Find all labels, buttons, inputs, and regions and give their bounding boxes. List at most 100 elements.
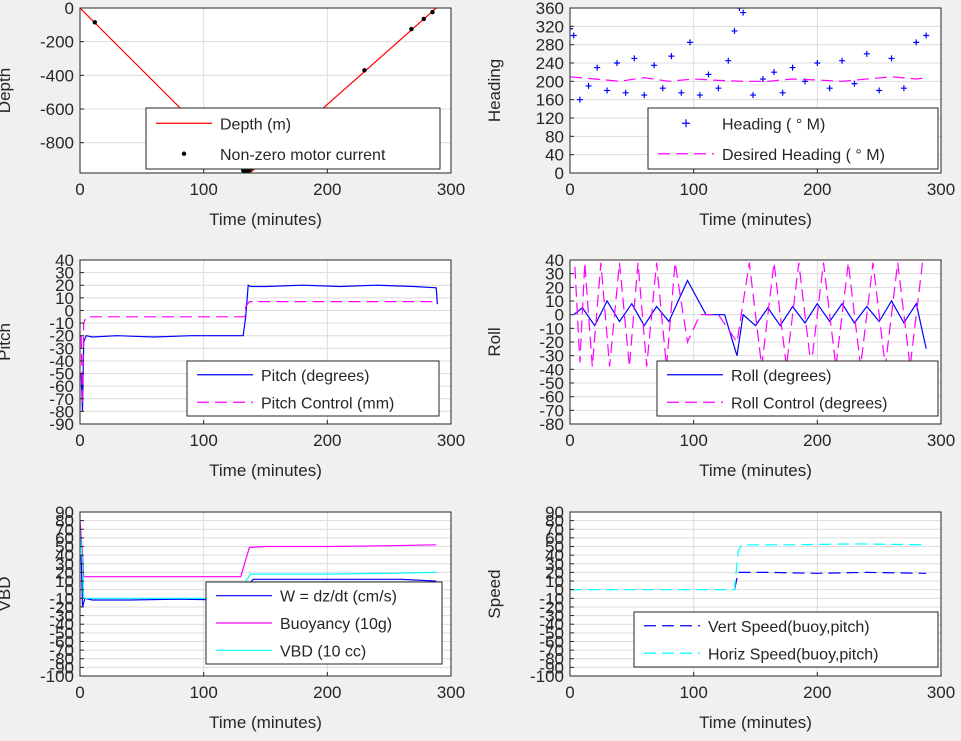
y-tick-label: -60	[49, 632, 74, 651]
data-point	[686, 39, 693, 46]
x-tick-label: 0	[75, 431, 84, 450]
data-point	[668, 53, 675, 60]
data-point	[771, 69, 778, 76]
legend-label: Desired Heading ( ° M)	[722, 147, 885, 164]
y-tick-label: 50	[545, 538, 564, 557]
data-point	[779, 89, 786, 96]
data-point	[641, 92, 648, 99]
data-point	[789, 64, 796, 71]
y-tick-label: -400	[40, 66, 74, 85]
y-tick-label: -90	[49, 658, 74, 677]
x-tick-label: 300	[927, 431, 955, 450]
x-tick-label: 0	[75, 683, 84, 702]
y-tick-label: -800	[40, 134, 74, 153]
y-tick-label: 10	[545, 292, 564, 311]
legend-label: VBD (10 cc)	[280, 643, 366, 660]
legend: Pitch (degrees) Pitch Control (mm)	[186, 360, 440, 417]
x-tick-label: 200	[313, 431, 341, 450]
y-tick-label: -20	[49, 327, 74, 346]
data-point	[814, 60, 821, 66]
data-point	[613, 60, 620, 66]
legend-label: Depth (m)	[220, 116, 291, 133]
legend: Vert Speed(buoy,pitch) Horiz Speed(buoy,p…	[633, 611, 939, 668]
data-point	[92, 20, 98, 25]
y-tick-label: -70	[49, 641, 74, 660]
legend-label: Pitch (degrees)	[261, 368, 370, 385]
y-tick-label: -30	[49, 607, 74, 626]
data-point	[750, 92, 757, 99]
data-point	[362, 68, 367, 73]
series-group	[80, 284, 438, 412]
legend-item: VBD (10 cc)	[216, 643, 366, 660]
x-tick-label: 300	[437, 683, 465, 702]
x-tick-label: 200	[313, 180, 341, 199]
y-tick-label: -70	[539, 401, 564, 420]
y-tick-label: -10	[49, 589, 74, 608]
data-point	[876, 87, 883, 94]
data-point	[570, 32, 577, 39]
y-tick-label: -50	[49, 624, 74, 643]
x-tick-label: 0	[565, 431, 574, 450]
y-tick-label: -50	[49, 365, 74, 384]
y-tick-label: -40	[49, 352, 74, 371]
y-tick-label: 0	[65, 301, 74, 320]
x-tick-label: 100	[679, 683, 707, 702]
legend-swatch	[682, 119, 690, 128]
series-line	[573, 279, 927, 356]
legend: Depth (m) Non-zero motor current	[145, 107, 441, 170]
y-tick-label: -40	[49, 615, 74, 634]
y-axis-label: VBD	[0, 577, 14, 612]
y-tick-label: 10	[545, 572, 564, 591]
y-tick-label: 40	[545, 251, 564, 270]
data-point	[923, 32, 930, 39]
chart-panel-vbd: 0 100 200 3009080706050403020100-10-20-30-4…	[0, 503, 465, 732]
data-point	[900, 85, 907, 92]
data-point	[594, 64, 601, 71]
y-tick-label: 20	[545, 278, 564, 297]
y-tick-label: -50	[539, 624, 564, 643]
data-point	[736, 8, 743, 11]
y-tick-label: 40	[55, 546, 74, 565]
y-axis-label: Pitch	[0, 323, 14, 361]
y-tick-label: -30	[49, 339, 74, 358]
y-tick-label: 200	[536, 72, 564, 91]
y-tick-label: 30	[545, 265, 564, 284]
data-point	[851, 80, 858, 87]
legend-item: Pitch (degrees)	[197, 368, 370, 385]
y-tick-label: -20	[49, 598, 74, 617]
x-tick-label: 0	[565, 180, 574, 199]
data-point	[913, 39, 920, 46]
data-point	[421, 16, 426, 22]
data-point	[604, 87, 611, 94]
legend-box	[647, 107, 939, 170]
legend-label: Pitch Control (mm)	[261, 395, 394, 412]
y-tick-label: -80	[49, 650, 74, 669]
data-point	[651, 62, 658, 69]
legend-item: Roll Control (degrees)	[667, 395, 888, 412]
y-tick-label: 0	[555, 581, 564, 600]
series-line	[80, 520, 437, 578]
y-tick-label: 90	[545, 503, 564, 522]
y-tick-label: 280	[536, 36, 564, 55]
series-line	[574, 262, 924, 367]
y-tick-label: 10	[55, 572, 74, 591]
x-tick-label: 200	[313, 683, 341, 702]
y-tick-label: -80	[539, 415, 564, 434]
x-tick-label: 300	[927, 180, 955, 199]
y-tick-label: -10	[49, 314, 74, 333]
legend-label: Buoyancy (10g)	[280, 616, 392, 633]
y-tick-label: 30	[545, 555, 564, 574]
y-tick-label: 70	[55, 520, 74, 539]
y-tick-label: 40	[545, 546, 564, 565]
data-point	[826, 85, 833, 92]
legend-item: Depth (m)	[156, 116, 291, 133]
x-axis-label: Time (minutes)	[699, 461, 812, 480]
chart-panel-roll: 0 100 200 300403020100-10-20-30-40-50-60-70…	[485, 251, 955, 480]
x-axis-label: Time (minutes)	[699, 210, 812, 229]
x-tick-label: 200	[803, 180, 831, 199]
data-point	[725, 57, 732, 64]
y-tick-label: 90	[55, 503, 74, 522]
y-tick-label: 70	[545, 520, 564, 539]
y-tick-label: 60	[545, 529, 564, 548]
y-tick-label: -60	[539, 632, 564, 651]
